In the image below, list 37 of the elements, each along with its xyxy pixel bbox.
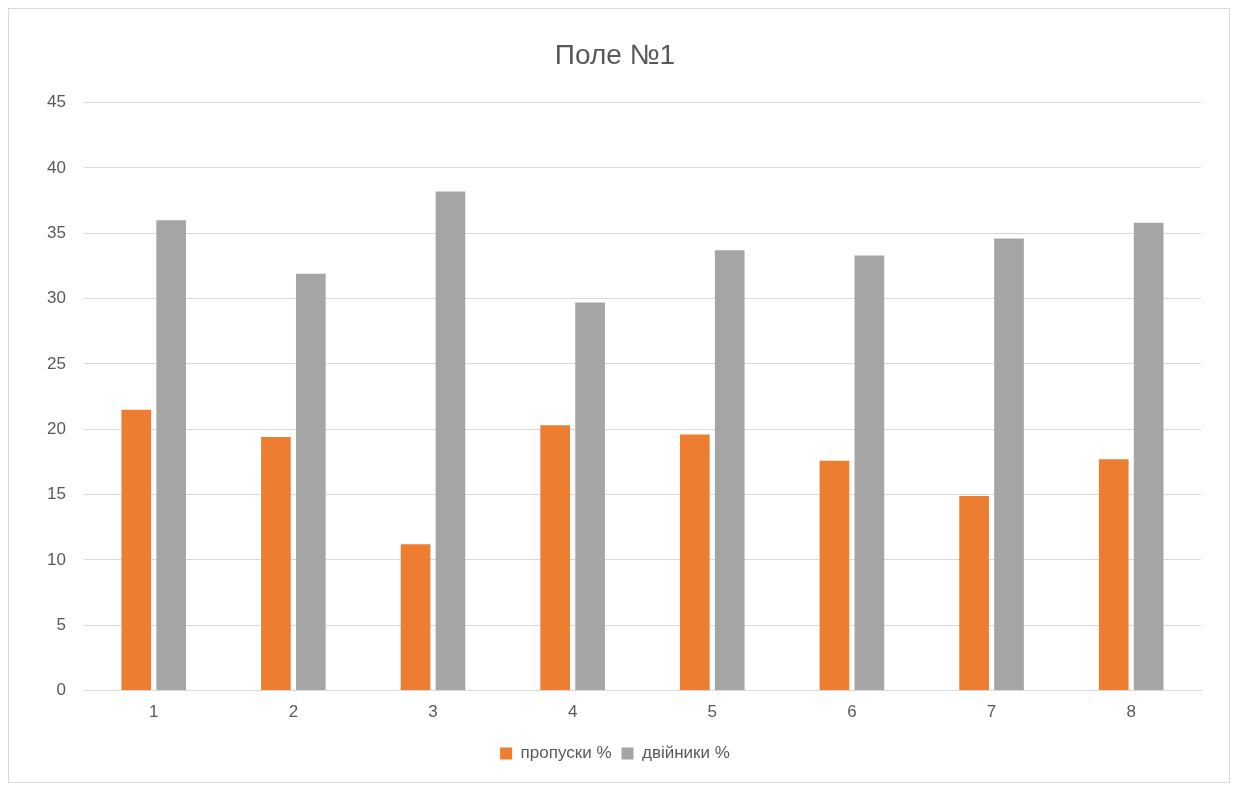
- bar: [261, 437, 291, 691]
- y-tick-label: 30: [46, 288, 66, 308]
- x-tick-label: 2: [288, 702, 299, 722]
- legend-label: двійники %: [642, 743, 730, 763]
- bar: [540, 425, 571, 691]
- x-tick-label: 3: [428, 702, 438, 722]
- bar: [121, 409, 152, 691]
- bar: [854, 255, 885, 691]
- x-tick-label: 5: [707, 702, 718, 722]
- legend-label: пропуски %: [520, 743, 612, 763]
- x-tick-label: 4: [567, 702, 578, 722]
- bar: [819, 460, 850, 691]
- y-tick-label: 15: [46, 484, 66, 504]
- bar: [679, 434, 710, 691]
- bar: [714, 250, 745, 691]
- bar: [1098, 459, 1129, 691]
- bar: [400, 544, 431, 691]
- y-tick-label: 20: [46, 418, 66, 438]
- bar: [156, 220, 187, 691]
- bar: [994, 238, 1024, 691]
- y-tick-label: 10: [46, 549, 66, 569]
- y-tick-label: 45: [46, 92, 66, 112]
- x-tick-label: 7: [986, 702, 997, 722]
- bar: [295, 273, 326, 691]
- x-tick-label: 8: [1126, 702, 1136, 722]
- y-tick-label: 35: [46, 222, 66, 242]
- y-tick-label: 0: [56, 680, 66, 700]
- chart-title: Поле №1: [554, 38, 676, 70]
- bar: [959, 495, 989, 691]
- bar: [575, 302, 605, 691]
- y-tick-label: 5: [56, 614, 66, 634]
- x-tick-label: 1: [148, 702, 159, 722]
- bar: [1133, 222, 1164, 691]
- x-tick-label: 6: [847, 702, 857, 722]
- y-tick-label: 40: [46, 157, 66, 177]
- bar: [435, 191, 466, 691]
- y-tick-label: 25: [46, 353, 66, 373]
